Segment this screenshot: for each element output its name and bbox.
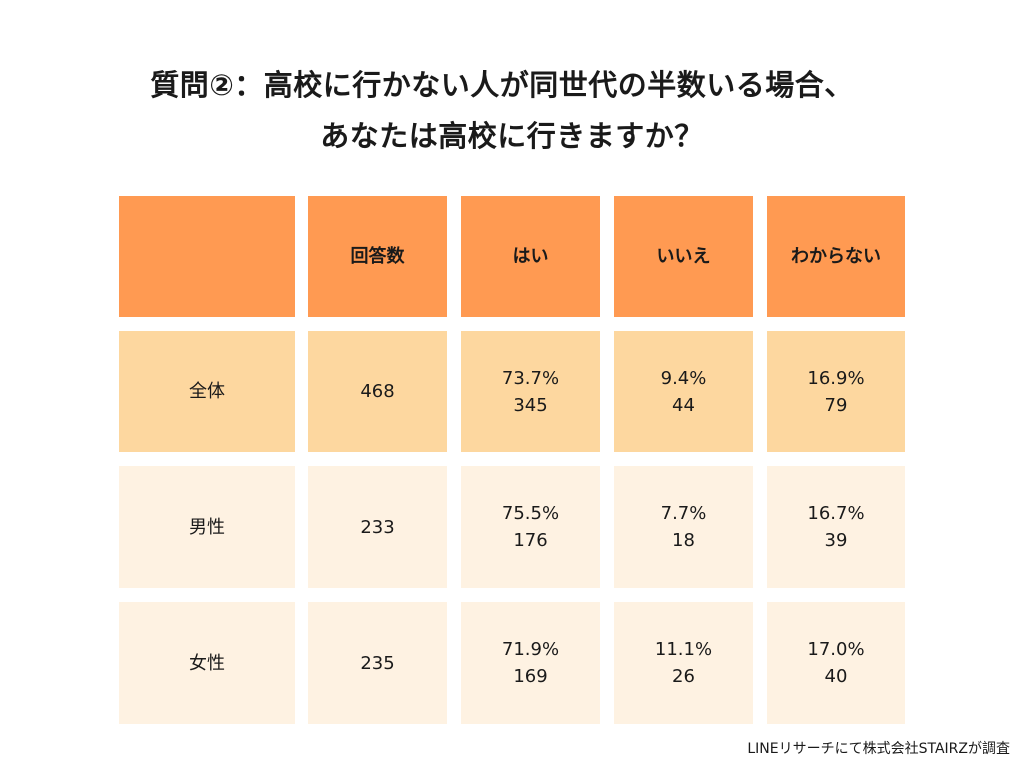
- header-cell-unknown: わからない: [767, 196, 905, 317]
- source-note: LINEリサーチにて株式会社STAIRZが調査: [747, 741, 1010, 757]
- male-unknown-pct: 16.7%: [807, 503, 865, 524]
- male-count: 233: [308, 466, 447, 588]
- total-unknown-cell: 16.9% 79: [767, 331, 905, 452]
- page-title-line-2: あなたは高校に行きますか？: [320, 119, 704, 153]
- row-label-female: 女性: [119, 602, 295, 724]
- female-unknown-n: 40: [824, 666, 848, 687]
- total-yes-cell: 73.7% 345: [461, 331, 600, 452]
- female-no-pct: 11.1%: [654, 639, 713, 660]
- row-label-male: 男性: [119, 466, 295, 588]
- header-cell-no: いいえ: [614, 196, 753, 317]
- total-unknown-pct: 16.9%: [807, 367, 865, 389]
- male-yes-pct: 75.5%: [501, 503, 560, 524]
- header-cell-yes: はい: [461, 196, 600, 317]
- female-no-cell: 11.1% 26: [614, 602, 753, 724]
- male-yes-cell: 75.5% 176: [461, 466, 600, 588]
- female-count: 235: [308, 602, 447, 724]
- total-yes-pct: 73.7%: [501, 367, 560, 389]
- male-no-n: 18: [672, 530, 695, 551]
- male-unknown-cell: 16.7% 39: [767, 466, 905, 588]
- total-count: 468: [308, 331, 447, 452]
- female-unknown-pct: 17.0%: [807, 639, 865, 660]
- male-unknown-n: 39: [824, 530, 848, 551]
- female-yes-pct: 71.9%: [501, 639, 560, 660]
- female-no-n: 26: [672, 666, 695, 687]
- total-no-cell: 9.4% 44: [614, 331, 753, 452]
- total-unknown-n: 79: [824, 394, 848, 416]
- header-cell-empty: [119, 196, 295, 317]
- female-yes-n: 169: [513, 666, 548, 687]
- total-no-n: 44: [672, 394, 695, 416]
- male-no-cell: 7.7% 18: [614, 466, 753, 588]
- female-yes-cell: 71.9% 169: [461, 602, 600, 724]
- page-title-line-1: 質問②：高校に行かない人が同世代の半数いる場合、: [150, 68, 854, 102]
- total-no-pct: 9.4%: [660, 367, 707, 389]
- female-unknown-cell: 17.0% 40: [767, 602, 905, 724]
- male-yes-n: 176: [513, 530, 548, 551]
- total-yes-n: 345: [513, 394, 548, 416]
- row-label-total: 全体: [119, 331, 295, 452]
- header-cell-count: 回答数: [308, 196, 447, 317]
- male-no-pct: 7.7%: [660, 503, 707, 524]
